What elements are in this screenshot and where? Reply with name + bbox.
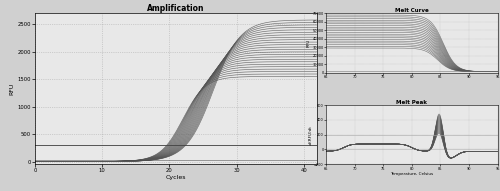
Y-axis label: RFU: RFU (10, 83, 14, 95)
Y-axis label: RFU: RFU (307, 39, 311, 47)
Y-axis label: -d(RFU)dt: -d(RFU)dt (308, 125, 312, 145)
X-axis label: Temperature, Celsius: Temperature, Celsius (390, 172, 434, 176)
Title: Melt Peak: Melt Peak (396, 100, 428, 105)
X-axis label: Cycles: Cycles (166, 175, 186, 180)
Title: Melt Curve: Melt Curve (395, 8, 429, 13)
Title: Amplification: Amplification (148, 4, 205, 13)
